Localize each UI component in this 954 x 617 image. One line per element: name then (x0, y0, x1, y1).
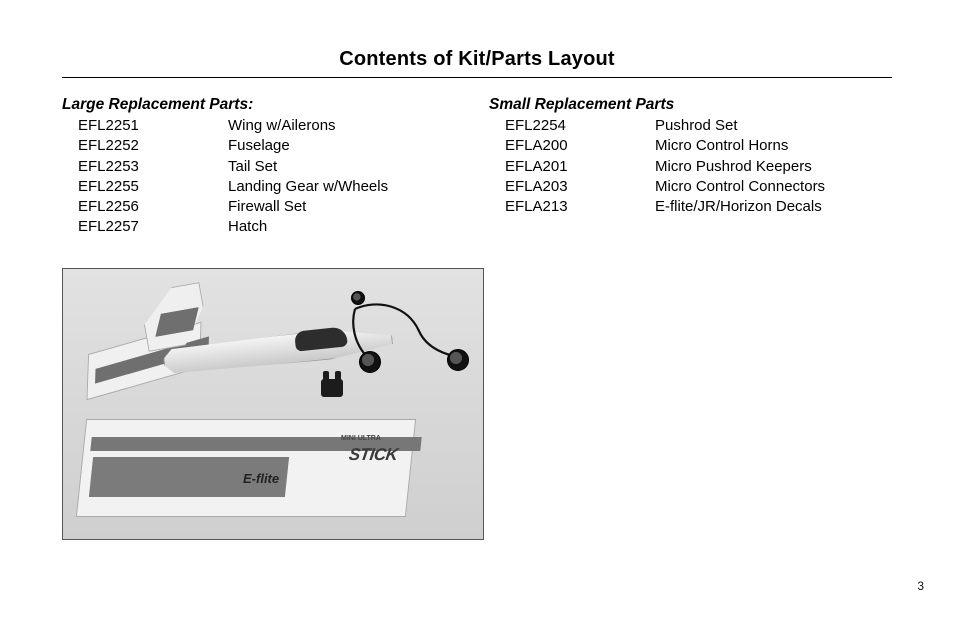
part-desc: Fuselage (228, 136, 465, 156)
part-row: EFL2254 Pushrod Set (489, 116, 892, 136)
part-sku: EFLA203 (505, 177, 655, 197)
part-row: EFL2255 Landing Gear w/Wheels (62, 177, 465, 197)
part-desc: Wing w/Ailerons (228, 116, 465, 136)
part-sku: EFLA201 (505, 157, 655, 177)
part-row: EFLA200 Micro Control Horns (489, 136, 892, 156)
photo-wing-logo: STICK (348, 445, 399, 465)
photo-wheel (447, 349, 469, 371)
part-row: EFL2251 Wing w/Ailerons (62, 116, 465, 136)
part-desc: Landing Gear w/Wheels (228, 177, 465, 197)
photo-wing-sublogo: MINI ULTRA (341, 435, 381, 442)
part-sku: EFLA213 (505, 197, 655, 217)
part-sku: EFL2256 (78, 197, 228, 217)
part-sku: EFL2254 (505, 116, 655, 136)
part-row: EFL2252 Fuselage (62, 136, 465, 156)
page-title: Contents of Kit/Parts Layout (62, 48, 892, 77)
part-sku: EFLA200 (505, 136, 655, 156)
large-parts-column: Large Replacement Parts: EFL2251 Wing w/… (62, 96, 465, 238)
parts-columns: Large Replacement Parts: EFL2251 Wing w/… (62, 96, 892, 238)
photo-firewall (321, 379, 343, 397)
part-row: EFL2257 Hatch (62, 217, 465, 237)
part-row: EFLA201 Micro Pushrod Keepers (489, 157, 892, 177)
part-desc: Pushrod Set (655, 116, 892, 136)
part-row: EFL2253 Tail Set (62, 157, 465, 177)
part-row: EFLA213 E-flite/JR/Horizon Decals (489, 197, 892, 217)
part-desc: Micro Control Horns (655, 136, 892, 156)
photo-brand-logo: E-flite (243, 471, 279, 486)
part-sku: EFL2252 (78, 136, 228, 156)
page-number: 3 (917, 579, 924, 593)
part-desc: Micro Pushrod Keepers (655, 157, 892, 177)
part-row: EFLA203 Micro Control Connectors (489, 177, 892, 197)
large-parts-header: Large Replacement Parts: (62, 96, 465, 114)
part-sku: EFL2255 (78, 177, 228, 197)
part-desc: Tail Set (228, 157, 465, 177)
part-row: EFL2256 Firewall Set (62, 197, 465, 217)
part-desc: E-flite/JR/Horizon Decals (655, 197, 892, 217)
small-parts-column: Small Replacement Parts EFL2254 Pushrod … (489, 96, 892, 238)
part-sku: EFL2257 (78, 217, 228, 237)
part-sku: EFL2253 (78, 157, 228, 177)
small-parts-header: Small Replacement Parts (489, 96, 892, 114)
title-rule (62, 77, 892, 78)
part-desc: Firewall Set (228, 197, 465, 217)
kit-photo: MINI ULTRA STICK E-flite (62, 268, 484, 540)
part-desc: Hatch (228, 217, 465, 237)
page: Contents of Kit/Parts Layout Large Repla… (0, 0, 954, 617)
part-sku: EFL2251 (78, 116, 228, 136)
photo-tailwheel (351, 291, 365, 305)
photo-wheel (359, 351, 381, 373)
part-desc: Micro Control Connectors (655, 177, 892, 197)
